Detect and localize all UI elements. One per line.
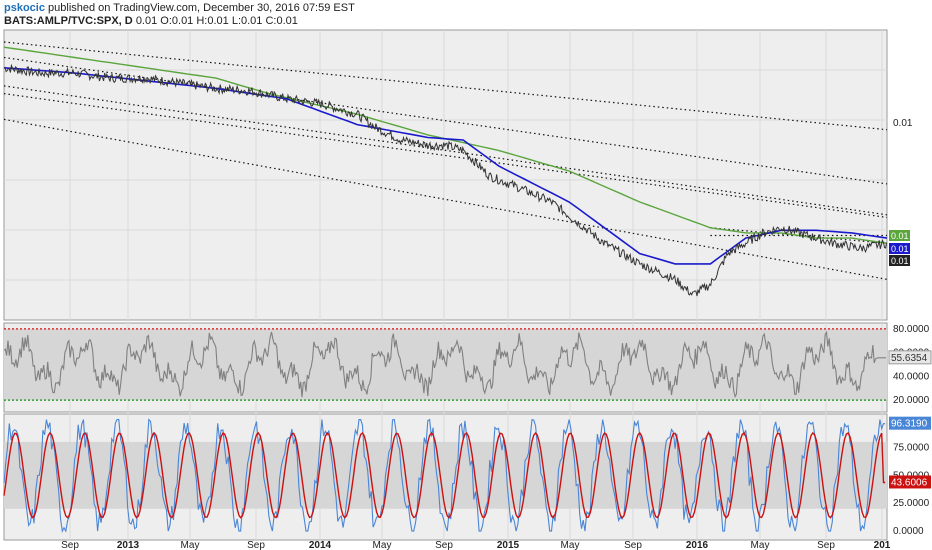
x-tick-label: Sep [61,540,79,550]
stoch-d-value-label: 43.6006 [891,477,928,488]
trend-line [3,118,888,280]
x-tick-label: Sep [624,540,642,550]
price-badge-label: 0.01 [891,244,909,254]
price-badge [889,230,910,241]
x-tick-label: May [373,540,392,550]
rsi-y-tick-label: 20.0000 [893,395,930,406]
x-tick-label: Sep [435,540,453,550]
symbol-label: BATS:AMLP/TVC:SPX, D [4,15,133,27]
x-tick-label: 2014 [309,540,332,550]
stoch-k-badge [889,416,931,430]
price-badge [889,243,910,254]
rsi-y-tick-label: 80.0000 [893,324,930,335]
rsi-line [3,330,887,399]
price-line [3,63,888,297]
stoch-y-tick-label: 0.0000 [893,526,924,537]
x-tick-label: Sep [247,540,265,550]
x-tick-label: 201 [874,540,891,550]
trend-line [3,41,888,131]
x-tick-label: May [181,540,200,550]
trend-line [3,85,888,216]
trend-line [3,93,888,219]
stoch-k-value-label: 96.3190 [891,419,928,430]
author-link[interactable]: pskocic [4,2,45,14]
stoch-band [4,441,887,509]
ohlc-readout: 0.01 O:0.01 H:0.01 L:0.01 C:0.01 [135,15,298,27]
stoch-k-line [3,418,886,533]
sma-short-line [3,67,888,265]
stoch-y-tick-label: 25.0000 [893,498,930,509]
rsi-value-badge [888,350,932,365]
price-badge-label: 0.01 [891,231,909,241]
x-tick-label: 2013 [117,540,140,550]
chart-header: pskocic published on TradingView.com, De… [4,2,904,28]
price-panel [3,29,888,321]
rsi-value-label: 55.6354 [891,353,928,364]
price-y-tick-label: 0.01 [893,118,913,129]
published-text: published on TradingView.com, December 3… [48,2,355,14]
stoch-d-line [3,431,886,519]
price-badge-label: 0.01 [891,256,909,266]
x-tick-label: May [561,540,580,550]
rsi-y-tick-label: 40.0000 [893,371,930,382]
x-tick-label: Sep [817,540,835,550]
x-tick-label: May [751,540,770,550]
x-tick-label: 2016 [686,540,709,550]
stoch-y-tick-label: 75.0000 [893,442,930,453]
price-badge [889,255,910,266]
x-tick-label: 2015 [497,540,520,550]
stoch-d-badge [889,475,931,489]
